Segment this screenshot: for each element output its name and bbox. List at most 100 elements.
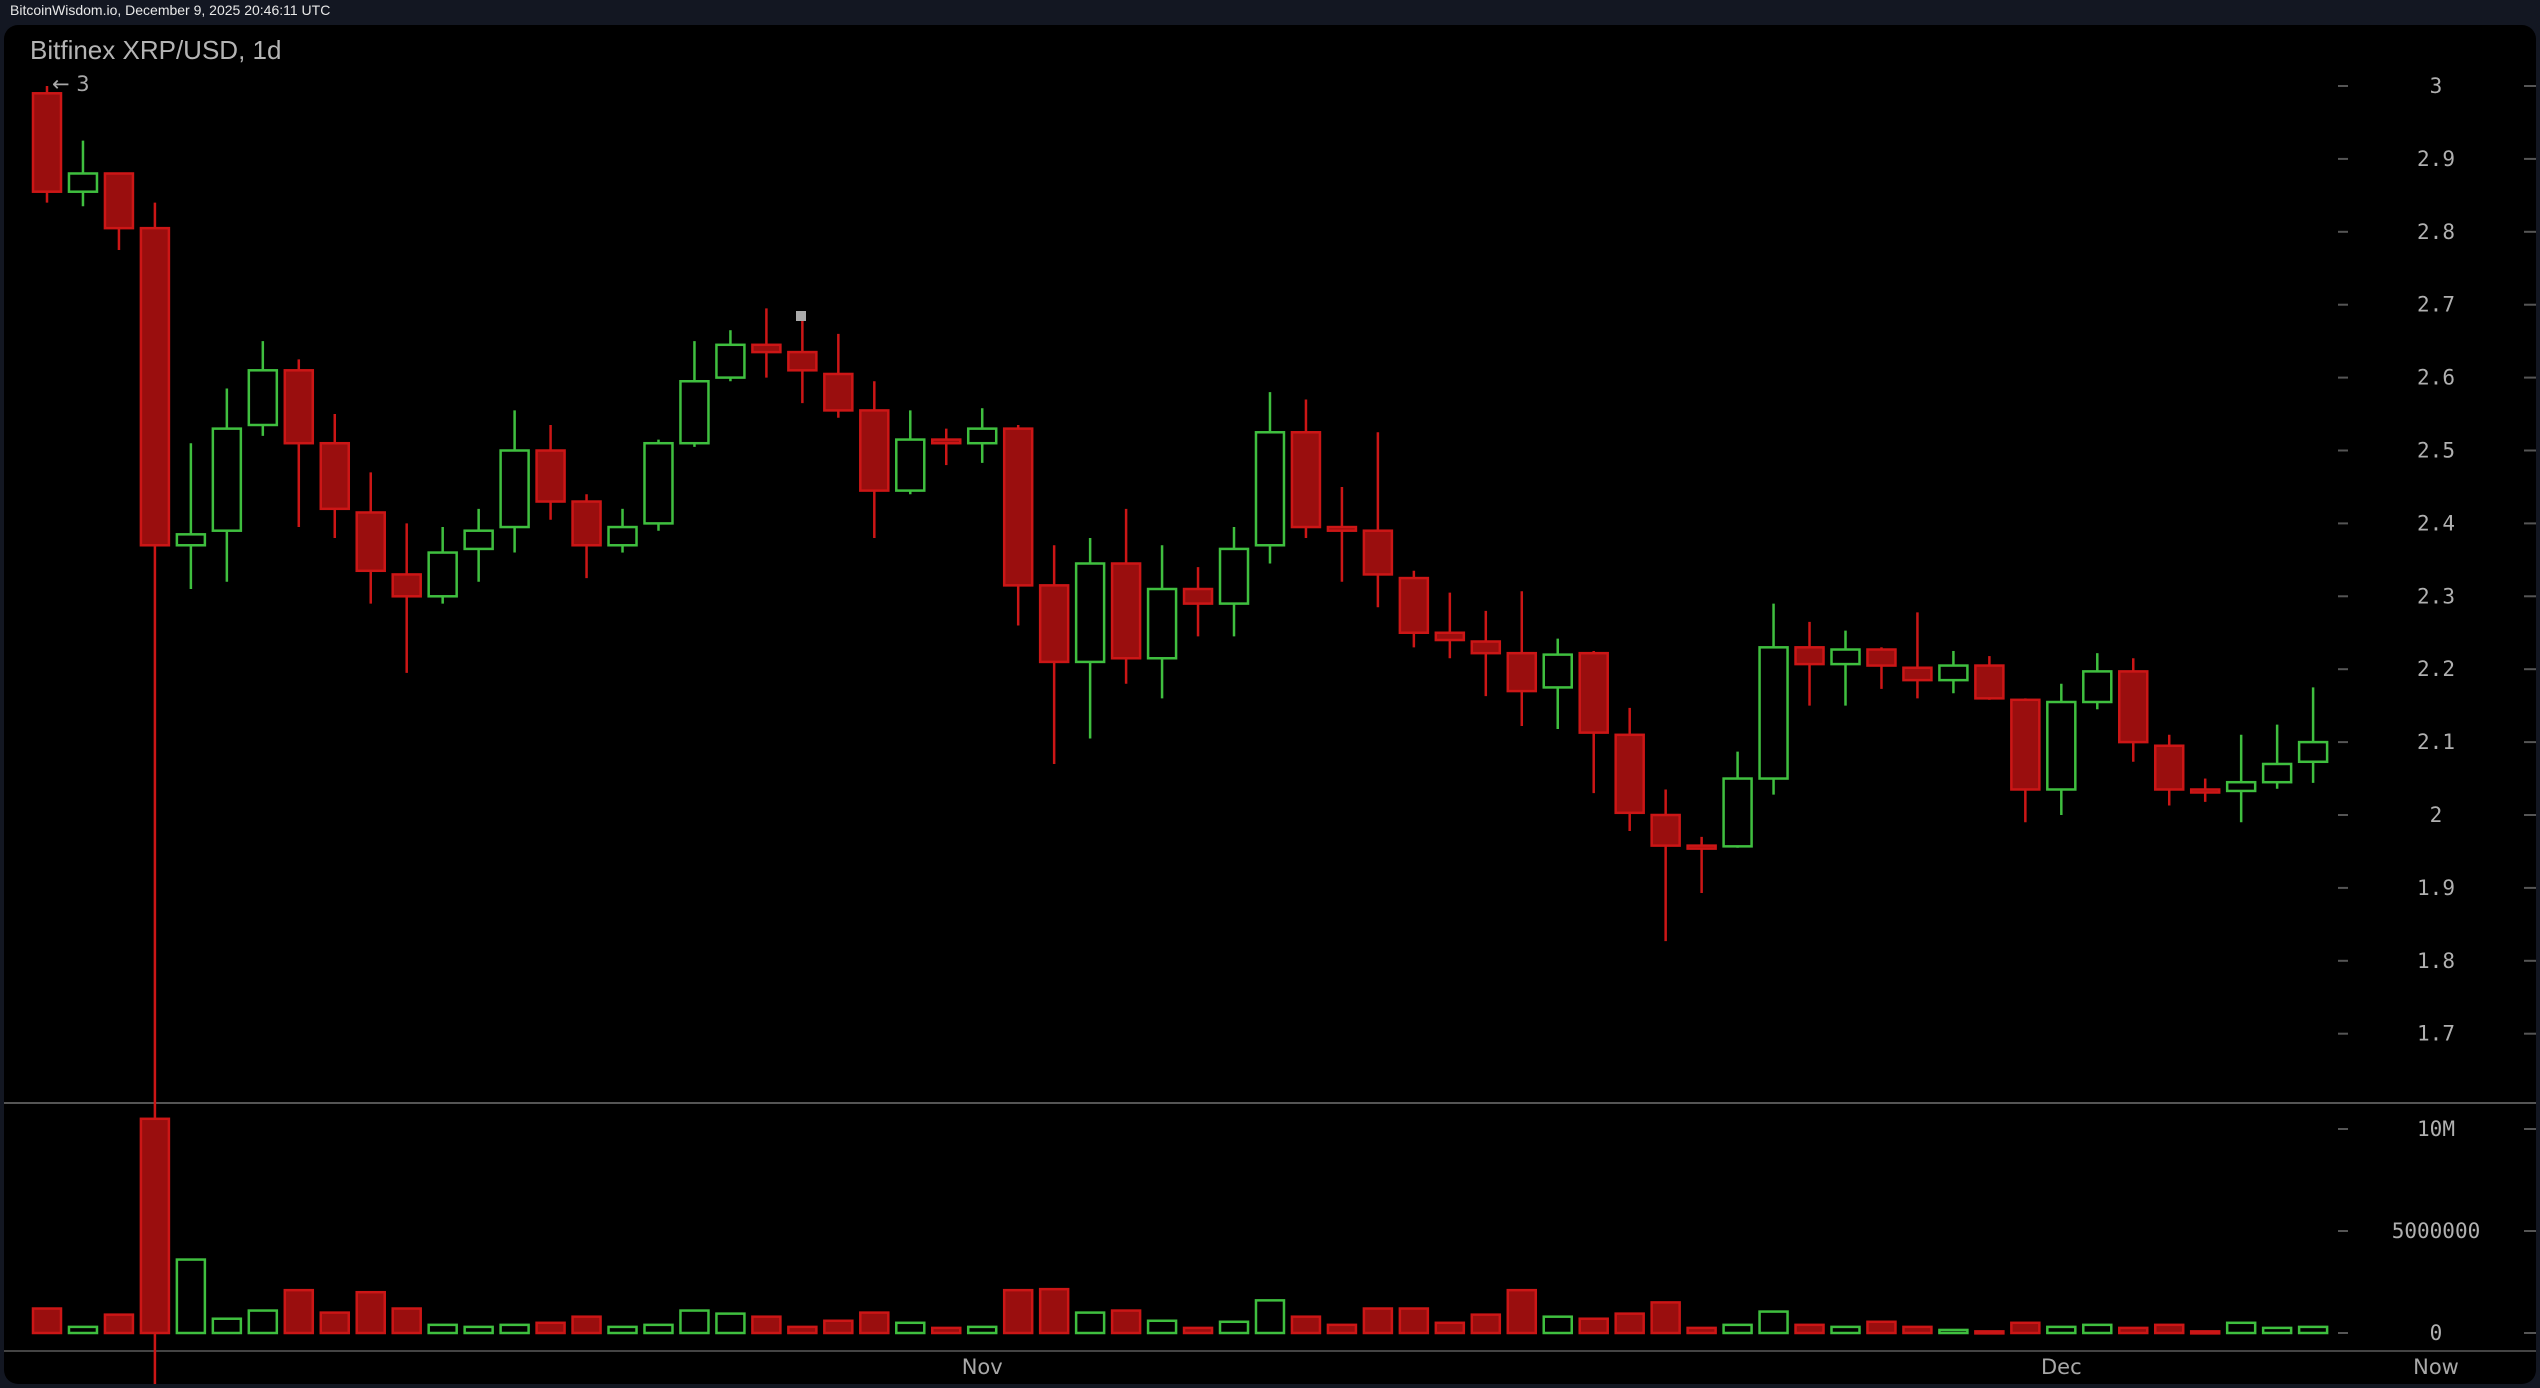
candle-body-down: [1686, 844, 1717, 850]
candle-body-down: [931, 438, 962, 445]
source-timestamp: BitcoinWisdom.io, December 9, 2025 20:46…: [10, 2, 331, 18]
candle-body-down: [1470, 640, 1502, 655]
candle-body-down: [1866, 648, 1897, 667]
candle-body-down: [103, 172, 135, 230]
volume-bar-down: [2189, 1330, 2221, 1335]
volume-bar-down: [1290, 1315, 1322, 1335]
volume-bar-down: [1866, 1320, 1897, 1335]
price-tick-label: 2.9: [2417, 147, 2455, 171]
price-tick-label: 2.2: [2417, 657, 2455, 681]
candle-body-down: [535, 449, 566, 503]
volume-bar-up: [2297, 1325, 2329, 1335]
price-tick-label: 2.3: [2417, 584, 2455, 608]
volume-bar-up: [1074, 1311, 1106, 1335]
candle-body-up: [1218, 547, 1250, 605]
candle-body-up: [211, 427, 243, 532]
volume-bar-down: [139, 1117, 171, 1335]
candle-body-down: [2153, 744, 2185, 791]
price-tick-label: 2: [2430, 803, 2443, 827]
candle-body-up: [1722, 777, 1753, 848]
price-tick-label: 2.1: [2417, 730, 2455, 754]
candle-body-down: [1650, 813, 1681, 847]
candle-body-down: [1326, 525, 1358, 532]
x-axis-now-label: Now: [2413, 1355, 2459, 1379]
candle-body-down: [2010, 698, 2041, 791]
candle-body-up: [679, 379, 710, 445]
price-tick-label: 3: [2430, 74, 2443, 98]
volume-bar-down: [1506, 1288, 1538, 1335]
candle-body-up: [499, 449, 530, 529]
volume-bar-down: [1902, 1325, 1933, 1335]
volume-bar-up: [607, 1325, 638, 1335]
volume-bar-down: [283, 1288, 315, 1335]
candle-body-up: [715, 343, 746, 379]
candle-body-down: [1398, 576, 1430, 635]
candle-body-down: [1578, 651, 1609, 734]
price-tick-label: 1.9: [2417, 876, 2455, 900]
candle-body-up: [2261, 762, 2293, 784]
volume-bar-down: [787, 1325, 818, 1335]
volume-bar-down: [859, 1311, 890, 1335]
volume-bar-up: [175, 1258, 207, 1335]
volume-bar-up: [427, 1323, 458, 1335]
candle-body-down: [1794, 646, 1825, 666]
volume-bar-up: [2261, 1326, 2293, 1335]
volume-bar-down: [1686, 1326, 1717, 1335]
volume-bar-up: [1938, 1328, 1969, 1335]
crosshair-marker: [796, 311, 806, 321]
volume-bar-down: [2153, 1323, 2185, 1335]
volume-bar-down: [1578, 1317, 1609, 1335]
candle-body-down: [1038, 584, 1070, 664]
candle-body-down: [1002, 427, 1034, 587]
candle-body-down: [1290, 431, 1322, 529]
candle-body-down: [571, 500, 602, 547]
candle-body-up: [2297, 740, 2329, 764]
volume-bar-up: [679, 1309, 710, 1335]
candle-body-up: [895, 438, 926, 492]
price-tick-label: 1.8: [2417, 949, 2455, 973]
price-tick-label: 2.5: [2417, 439, 2455, 463]
volume-bar-down: [931, 1326, 962, 1335]
volume-bar-down: [1362, 1307, 1394, 1335]
candle-body-down: [2118, 670, 2149, 744]
candle-body-down: [391, 573, 422, 598]
candle-body-down: [283, 369, 315, 445]
volume-bar-up: [2225, 1321, 2257, 1335]
volume-bar-up: [1758, 1310, 1789, 1335]
candle-body-up: [247, 369, 279, 427]
candle-body-up: [1938, 664, 1969, 682]
x-axis-label: Dec: [2041, 1355, 2082, 1379]
candle-body-up: [1254, 431, 1286, 547]
price-tick-label: 2.7: [2417, 293, 2455, 317]
candle-body-down: [139, 226, 171, 547]
candle-body-up: [1758, 646, 1789, 780]
candle-body-up: [643, 441, 674, 525]
candle-body-up: [427, 551, 458, 598]
volume-bar-up: [499, 1323, 530, 1335]
volume-bar-up: [1830, 1325, 1861, 1335]
volume-bar-down: [103, 1313, 135, 1335]
candle-body-up: [1830, 648, 1861, 666]
candle-body-down: [859, 409, 890, 492]
candle-body-up: [2046, 700, 2077, 791]
volume-bar-up: [211, 1317, 243, 1335]
volume-tick-label: 0: [2430, 1321, 2443, 1345]
volume-bar-up: [643, 1323, 674, 1335]
candle-body-down: [1506, 651, 1538, 693]
volume-bar-up: [895, 1321, 926, 1335]
volume-bar-down: [31, 1307, 63, 1335]
volume-bar-down: [1974, 1330, 2005, 1335]
candle-body-down: [1902, 666, 1933, 682]
price-tick-label: 1.7: [2417, 1022, 2455, 1046]
candle-body-down: [319, 441, 351, 511]
volume-bar-down: [2010, 1321, 2041, 1335]
candle-body-down: [1974, 664, 2005, 700]
candle-body-down: [787, 350, 818, 372]
max-price-marker: ← 3: [52, 72, 90, 96]
candle-body-up: [175, 533, 207, 547]
candle-body-down: [1110, 562, 1142, 660]
volume-bar-down: [2118, 1326, 2149, 1335]
volume-bar-down: [1614, 1312, 1645, 1335]
volume-bar-down: [1794, 1323, 1825, 1335]
volume-bar-down: [391, 1307, 422, 1335]
